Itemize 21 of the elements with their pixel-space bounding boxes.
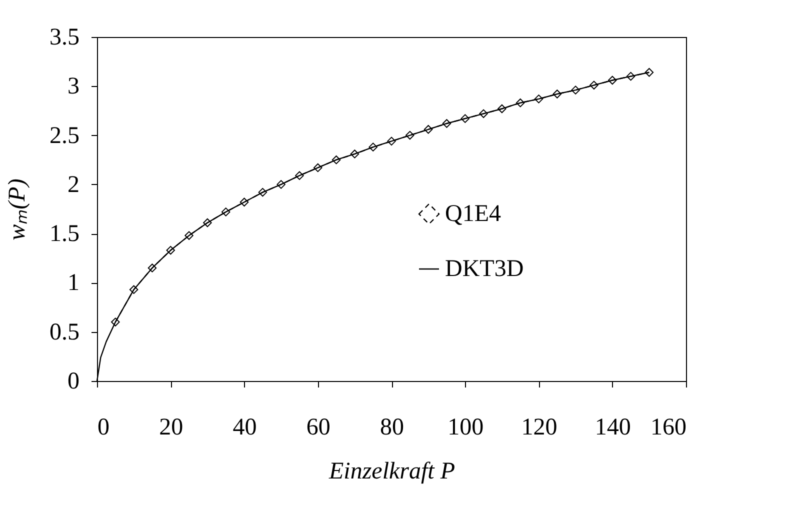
legend-label: DKT3D: [445, 256, 524, 282]
y-tick-label: 2.5: [50, 122, 80, 149]
y-axis-title: wₘ(P): [4, 178, 30, 240]
y-tick-label: 1: [68, 270, 80, 296]
legend-label: Q1E4: [445, 201, 501, 227]
x-tick-label: 160: [650, 414, 686, 440]
x-tick-label: 0: [98, 414, 110, 440]
y-tick-label: 1.5: [50, 221, 80, 248]
x-tick-label: 120: [521, 414, 558, 440]
y-tick-label: 0.5: [50, 319, 80, 346]
y-tick-label: 2: [68, 172, 80, 198]
y-tick-label: 3.5: [50, 24, 80, 50]
x-tick-label: 140: [594, 414, 631, 440]
y-tick-label: 0: [68, 368, 80, 394]
x-axis-title: Einzelkraft P: [328, 458, 456, 484]
x-tick-label: 100: [448, 414, 484, 440]
x-tick-label: 60: [306, 414, 330, 440]
x-tick-label: 40: [232, 414, 257, 440]
x-tick-label: 80: [380, 414, 404, 440]
y-tick-label: 3: [68, 74, 80, 100]
x-tick-label: 20: [159, 414, 184, 440]
